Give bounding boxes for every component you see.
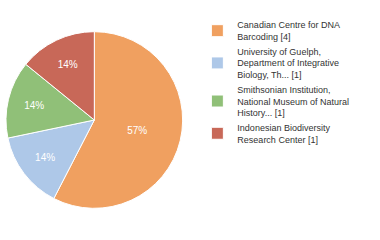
svg-text:57%: 57% — [127, 125, 147, 136]
svg-text:Smithsonian Institution,Nation: Smithsonian Institution,National Museum … — [237, 85, 349, 118]
svg-text:14%: 14% — [24, 100, 44, 111]
svg-text:University of Guelph,Departmen: University of Guelph,Department of Integ… — [237, 47, 339, 80]
svg-text:14%: 14% — [35, 152, 55, 163]
svg-text:14%: 14% — [58, 59, 78, 70]
svg-text:Indonesian BiodiversityResearc: Indonesian BiodiversityResearch Center [… — [237, 123, 330, 145]
svg-text:Canadian Centre for DNABarcodi: Canadian Centre for DNABarcoding [4] — [237, 20, 340, 42]
